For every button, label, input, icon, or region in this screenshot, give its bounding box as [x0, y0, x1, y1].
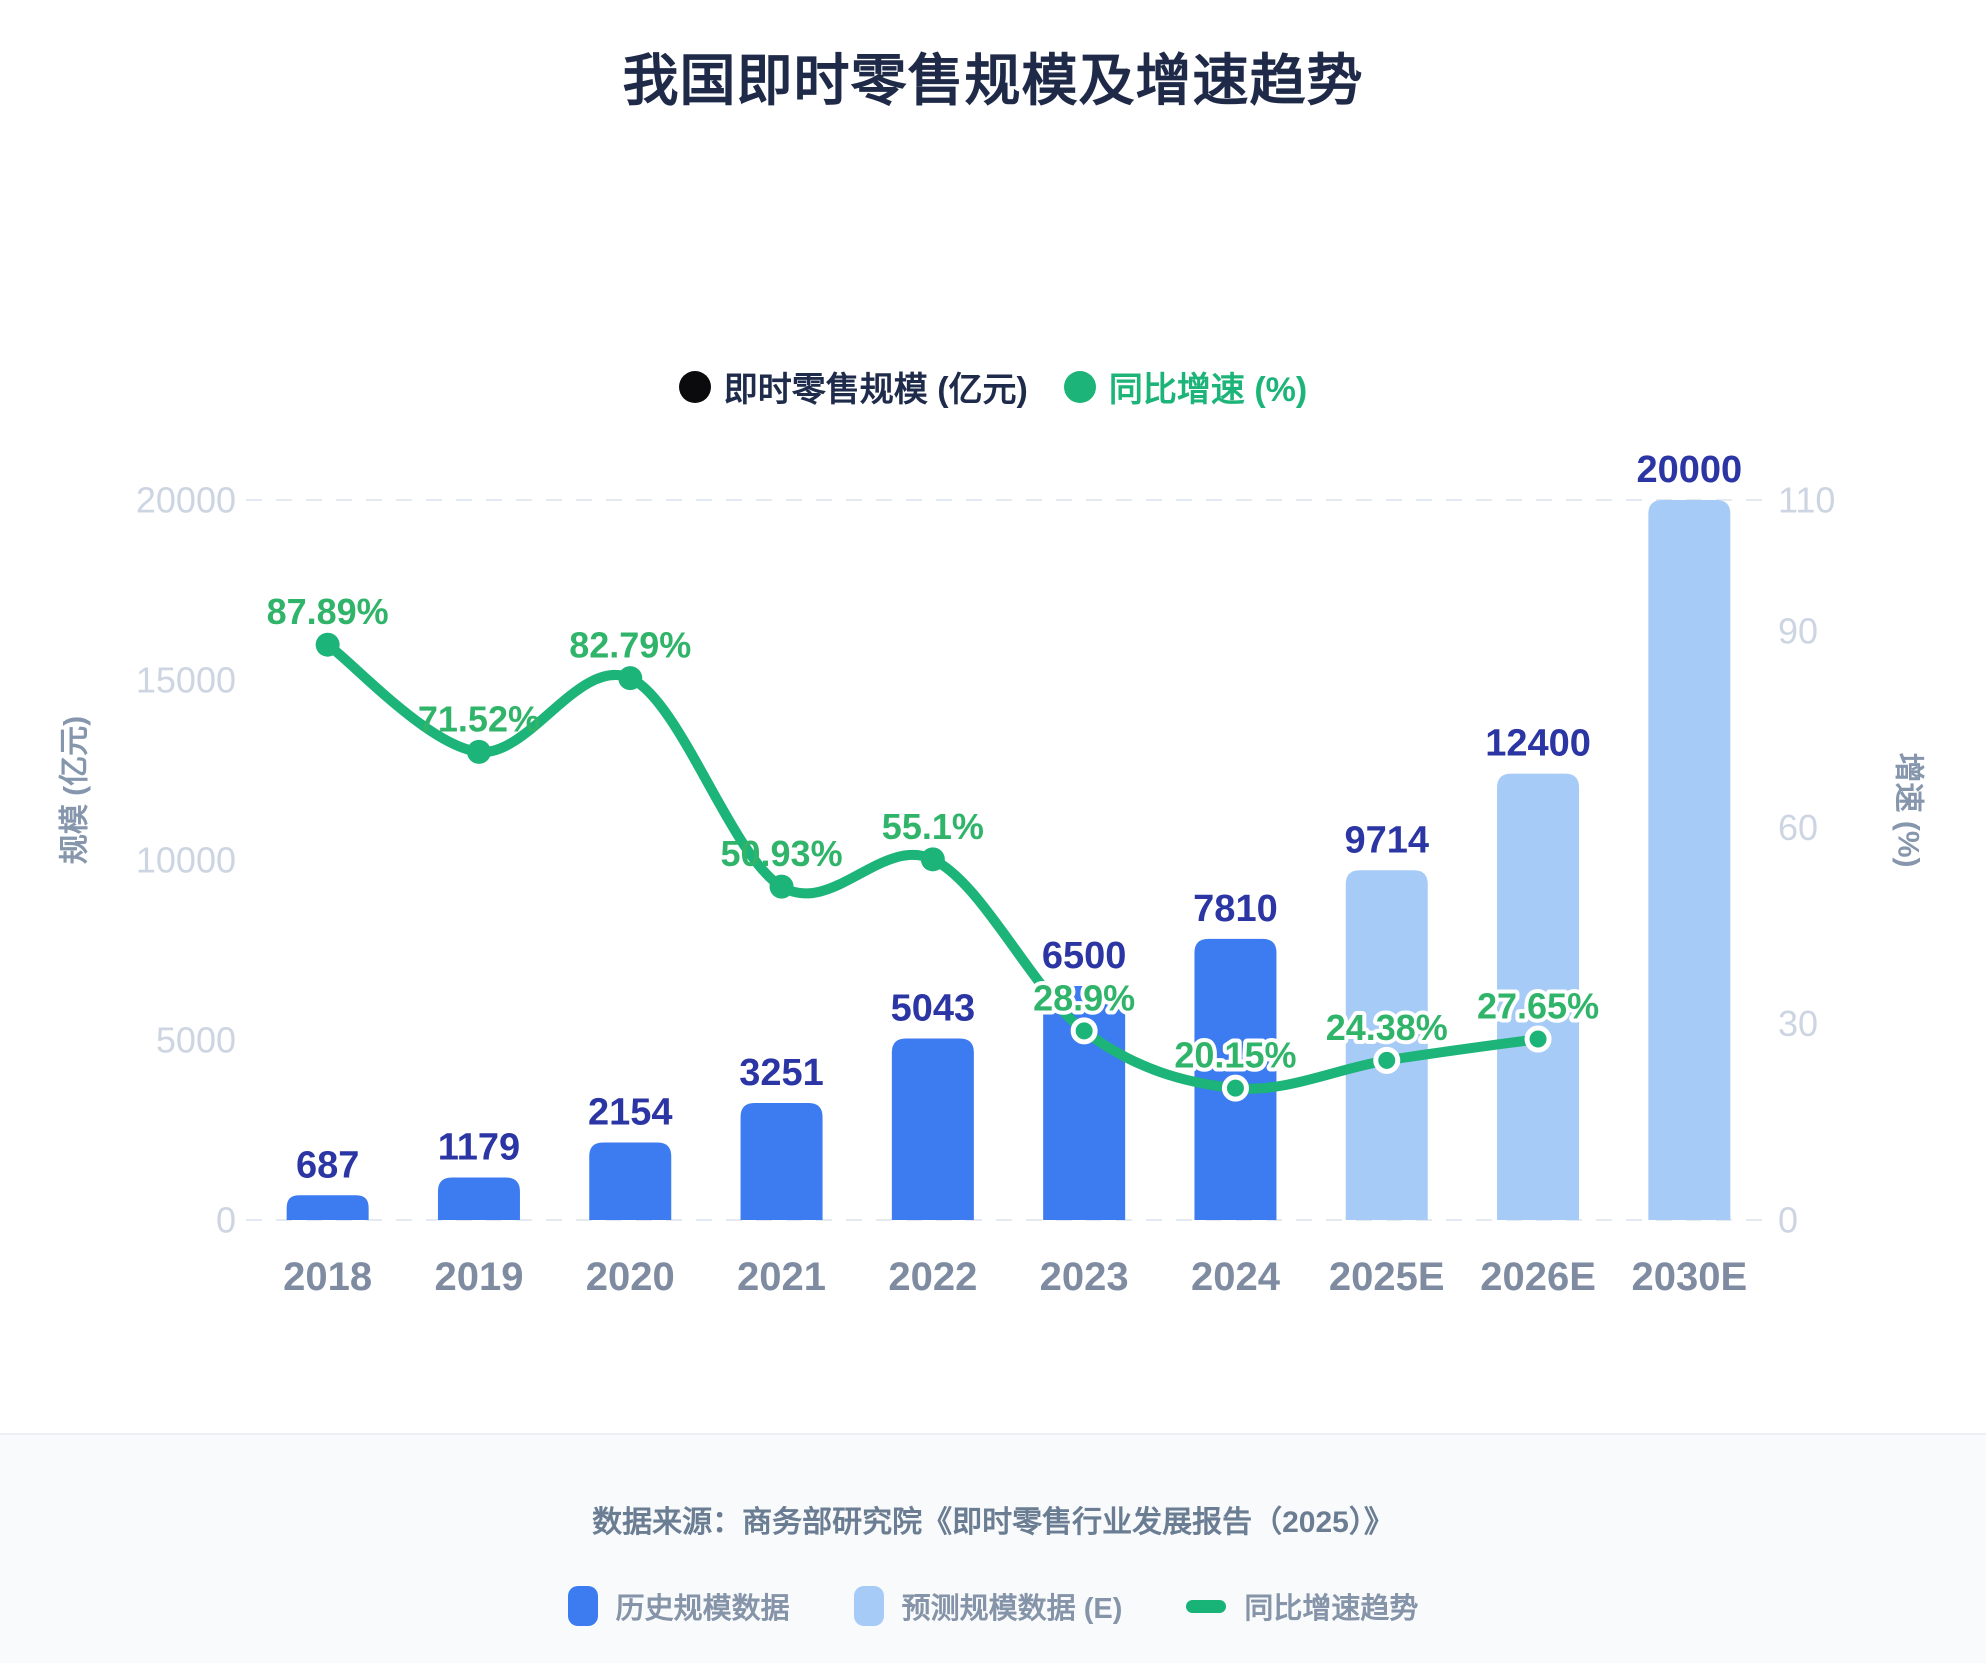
chart-title: 我国即时零售规模及增速趋势 [622, 49, 1364, 112]
legend-item-growth[interactable]: 同比增速 (%) [1063, 362, 1308, 411]
bar-value-label: 12400 [1485, 723, 1591, 765]
growth-point-label: 27.65% [1477, 986, 1599, 1027]
top-legend: 即时零售规模 (亿元) 同比增速 (%) [0, 362, 1986, 411]
footer-legend-historical-label: 历史规模数据 [615, 1593, 790, 1625]
growth-point-label: 20.15% [1174, 1035, 1296, 1076]
left-axis-tick: 10000 [136, 840, 236, 881]
left-axis-tick: 5000 [156, 1020, 236, 1061]
legend-item-scale-label: 即时零售规模 (亿元) [723, 371, 1028, 409]
growth-point-label: 55.1% [882, 806, 984, 847]
growth-point-label: 24.38% [1326, 1007, 1448, 1048]
x-axis-label-2018: 2018 [283, 1255, 372, 1299]
footer-legend-growth-label: 同比增速趋势 [1244, 1593, 1419, 1625]
bar-value-label: 5043 [891, 987, 976, 1029]
x-axis-label-2025E: 2025E [1329, 1255, 1445, 1299]
x-axis-label-2019: 2019 [434, 1255, 523, 1299]
x-axis-label-2022: 2022 [888, 1255, 977, 1299]
left-axis-tick: 0 [216, 1200, 236, 1241]
growth-point-label: 82.79% [569, 625, 691, 666]
footer-legend-historical: 历史规模数据 [567, 1585, 790, 1627]
growth-point-label: 71.52% [418, 698, 540, 739]
growth-point-2024[interactable] [1221, 1074, 1249, 1102]
legend-item-scale[interactable]: 即时零售规模 (亿元) [678, 362, 1028, 411]
scale-legend-dot-icon [678, 370, 711, 403]
left-axis-title: 规模 (亿元) [59, 716, 92, 864]
x-axis-label-2021: 2021 [737, 1255, 826, 1299]
bar-value-label: 1179 [438, 1127, 520, 1169]
bar-2020[interactable] [589, 1142, 672, 1220]
x-axis-label-2026E: 2026E [1480, 1255, 1596, 1299]
historical-swatch-icon [567, 1586, 598, 1626]
x-axis-label-2023: 2023 [1040, 1255, 1129, 1299]
right-axis-tick: 0 [1778, 1200, 1798, 1241]
growth-point-2025E[interactable] [1373, 1046, 1401, 1074]
bar-2030E[interactable] [1648, 500, 1731, 1220]
footer-legend-forecast: 预测规模数据 (E) [853, 1585, 1123, 1627]
bar-value-label: 2154 [588, 1091, 673, 1133]
bar-value-label: 20000 [1637, 449, 1743, 491]
bar-2019[interactable] [437, 1177, 520, 1220]
growth-legend-dot-icon [1063, 370, 1096, 403]
growth-point-2022[interactable] [920, 847, 945, 872]
growth-point-label: 87.89% [267, 591, 389, 632]
forecast-swatch-icon [853, 1586, 884, 1626]
x-axis-label-2024: 2024 [1191, 1255, 1281, 1299]
legend-item-growth-label: 同比增速 (%) [1108, 371, 1308, 409]
growth-point-label: 50.93% [720, 833, 842, 874]
growth-line [322, 639, 1544, 1094]
x-axis-label-2020: 2020 [586, 1255, 675, 1299]
bar-value-label: 3251 [739, 1052, 824, 1094]
x-axis-label-2030E: 2030E [1632, 1255, 1748, 1299]
bar-2022[interactable] [891, 1038, 974, 1220]
bar-2018[interactable] [286, 1195, 369, 1220]
footer-legend-forecast-label: 预测规模数据 (E) [901, 1593, 1123, 1625]
bar-value-label: 687 [296, 1144, 359, 1186]
right-axis-title: 增速 (%) [1892, 753, 1925, 868]
right-axis-tick: 30 [1778, 1003, 1818, 1044]
bar-value-label: 9714 [1344, 819, 1429, 861]
growth-point-2021[interactable] [769, 874, 794, 899]
growth-line-swatch-icon [1186, 1599, 1227, 1613]
growth-point-2019[interactable] [466, 739, 491, 764]
bar-value-label: 6500 [1042, 935, 1127, 977]
footer-legend-growth: 同比增速趋势 [1186, 1585, 1418, 1627]
growth-point-2020[interactable] [618, 666, 643, 691]
left-axis-tick: 20000 [136, 480, 236, 521]
bar-value-label: 7810 [1193, 888, 1278, 930]
right-axis-tick: 110 [1778, 480, 1835, 521]
footer: 数据来源：商务部研究院《即时零售行业发展报告（2025）》 历史规模数据 预测规… [0, 1433, 1986, 1663]
right-axis-tick: 90 [1778, 610, 1818, 651]
bar-2021[interactable] [740, 1102, 823, 1220]
bar-2025E[interactable] [1345, 870, 1428, 1220]
data-source-note: 数据来源：商务部研究院《即时零售行业发展报告（2025）》 [592, 1506, 1394, 1539]
left-axis-tick: 15000 [136, 660, 236, 701]
footer-legend: 历史规模数据 预测规模数据 (E) 同比增速趋势 [0, 1585, 1986, 1627]
right-axis-tick: 60 [1778, 807, 1818, 848]
growth-point-label: 28.9% [1033, 977, 1135, 1018]
growth-point-2018[interactable] [315, 632, 340, 657]
growth-point-2026E[interactable] [1524, 1025, 1552, 1053]
growth-point-2023[interactable] [1070, 1017, 1098, 1045]
bar-2026E[interactable] [1497, 773, 1580, 1220]
